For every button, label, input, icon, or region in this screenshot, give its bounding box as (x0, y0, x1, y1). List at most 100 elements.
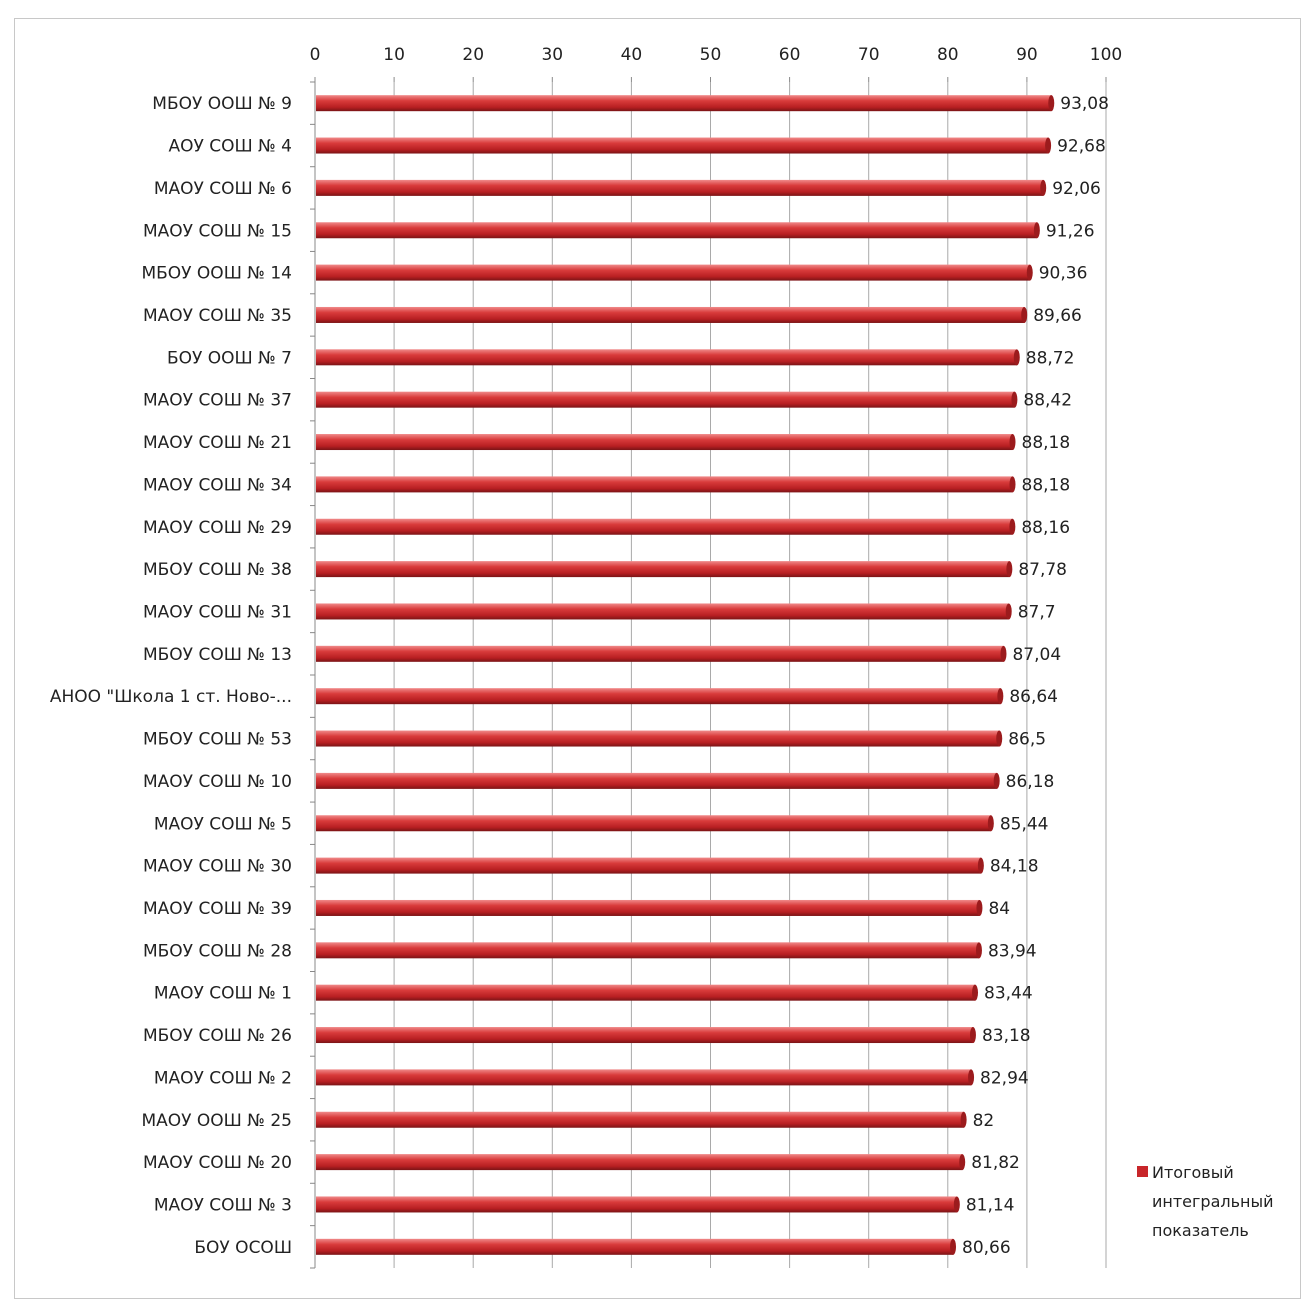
category-label: МАОУ СОШ № 10 (143, 772, 292, 792)
labels: 0 10 20 30 40 50 60 70 80 90 100 МБОУ ООШ № 9 93,08 А… (50, 45, 1122, 1258)
category-label: МАОУ СОШ № 29 (143, 518, 292, 538)
category-label: МАОУ СОШ № 31 (143, 602, 292, 622)
bar-end-cap (1048, 95, 1055, 112)
bar-end-cap (996, 730, 1003, 747)
legend: Итоговый интегральный показатель (1137, 1163, 1274, 1240)
data-label: 83,94 (988, 941, 1037, 961)
data-label: 84,18 (990, 857, 1039, 877)
bar (316, 1238, 954, 1255)
category-label: МБОУ СОШ № 38 (143, 560, 292, 580)
bar (316, 391, 1015, 408)
category-label: МБОУ СОШ № 53 (143, 730, 292, 750)
category-label: МАОУ СОШ № 6 (154, 179, 292, 199)
bar-end-cap (976, 899, 983, 916)
bar-end-cap (977, 857, 984, 874)
axes (310, 77, 1107, 1269)
data-label: 82 (973, 1111, 995, 1131)
bar (316, 476, 1013, 493)
data-label: 81,14 (966, 1195, 1015, 1215)
data-label: 83,44 (984, 984, 1033, 1004)
data-label: 87,04 (1012, 645, 1061, 665)
bar-end-cap (1005, 603, 1012, 620)
bar-end-cap (1013, 349, 1020, 366)
bar (316, 518, 1013, 535)
data-label: 86,64 (1009, 687, 1058, 707)
bar-end-cap (1033, 222, 1040, 239)
bar-end-cap (950, 1238, 957, 1255)
bar (316, 95, 1052, 112)
data-label: 92,68 (1057, 137, 1106, 157)
x-tick-label: 30 (541, 45, 563, 65)
bar-end-cap (1009, 518, 1016, 535)
data-label: 86,18 (1006, 772, 1055, 792)
bar-end-cap (997, 688, 1004, 705)
bar-end-cap (1006, 561, 1013, 578)
bar-end-cap (975, 942, 982, 959)
category-label: МАОУ СОШ № 1 (154, 984, 292, 1004)
data-label: 88,72 (1026, 348, 1075, 368)
bar (316, 645, 1004, 662)
bar (316, 306, 1025, 323)
x-tick-label: 100 (1090, 45, 1122, 65)
category-label: МАОУ СОШ № 20 (143, 1153, 292, 1173)
x-tick-label: 0 (310, 45, 321, 65)
category-label: МАОУ СОШ № 15 (143, 221, 292, 241)
bar-end-cap (972, 984, 979, 1001)
category-label: МБОУ СОШ № 13 (143, 645, 292, 665)
x-tick-label: 10 (383, 45, 405, 65)
category-label: МАОУ СОШ № 5 (154, 814, 292, 834)
x-tick-label: 60 (779, 45, 801, 65)
bar (316, 857, 981, 874)
legend-swatch (1137, 1166, 1148, 1177)
data-label: 89,66 (1033, 306, 1082, 326)
category-label: МАОУ СОШ № 37 (143, 391, 292, 411)
bar (316, 1027, 973, 1044)
x-tick-label: 20 (462, 45, 484, 65)
bar-end-cap (993, 772, 1000, 789)
category-label: МБОУ ООШ № 14 (141, 264, 292, 284)
bar-end-cap (959, 1154, 966, 1171)
bar-end-cap (1026, 264, 1033, 281)
bar-end-cap (1040, 179, 1047, 196)
category-label: МАОУ СОШ № 21 (143, 433, 292, 453)
bar-end-cap (1000, 645, 1007, 662)
bar (316, 815, 991, 832)
data-label: 86,5 (1008, 730, 1046, 750)
data-label: 80,66 (962, 1238, 1011, 1258)
bar (316, 179, 1044, 196)
legend-line-2: интегральный (1152, 1192, 1274, 1211)
data-label: 88,18 (1022, 433, 1071, 453)
category-label: БОУ ОСОШ (194, 1238, 292, 1258)
bar-end-cap (1009, 434, 1016, 451)
bar-end-cap (1009, 476, 1016, 493)
category-label: МАОУ СОШ № 3 (154, 1195, 292, 1215)
bar (316, 899, 980, 916)
category-label: МАОУ СОШ № 34 (143, 475, 292, 495)
category-label: МАОУ СОШ № 2 (154, 1068, 292, 1088)
category-label: МБОУ СОШ № 26 (143, 1026, 292, 1046)
data-label: 91,26 (1046, 221, 1095, 241)
data-label: 87,7 (1018, 602, 1056, 622)
data-label: 93,08 (1060, 94, 1109, 114)
bars (316, 95, 1055, 1255)
bar (316, 1154, 963, 1171)
category-label: АНОО "Школа 1 ст. Ново-... (50, 687, 292, 707)
data-label: 83,18 (982, 1026, 1031, 1046)
bar-end-cap (960, 1111, 967, 1128)
bar (316, 561, 1010, 578)
bar (316, 434, 1013, 451)
bar-end-cap (953, 1196, 960, 1213)
category-label: МАОУ СОШ № 35 (143, 306, 292, 326)
bar (316, 730, 1000, 747)
x-tick-label: 70 (858, 45, 880, 65)
bar (316, 349, 1017, 366)
category-label: МАОУ СОШ № 30 (143, 857, 292, 877)
data-label: 88,18 (1022, 475, 1071, 495)
bar-end-cap (1045, 137, 1052, 154)
bar (316, 772, 997, 789)
x-tick-label: 90 (1016, 45, 1038, 65)
data-label: 82,94 (980, 1068, 1029, 1088)
bar (316, 1111, 964, 1128)
bar-end-cap (1021, 306, 1028, 323)
data-label: 92,06 (1052, 179, 1101, 199)
